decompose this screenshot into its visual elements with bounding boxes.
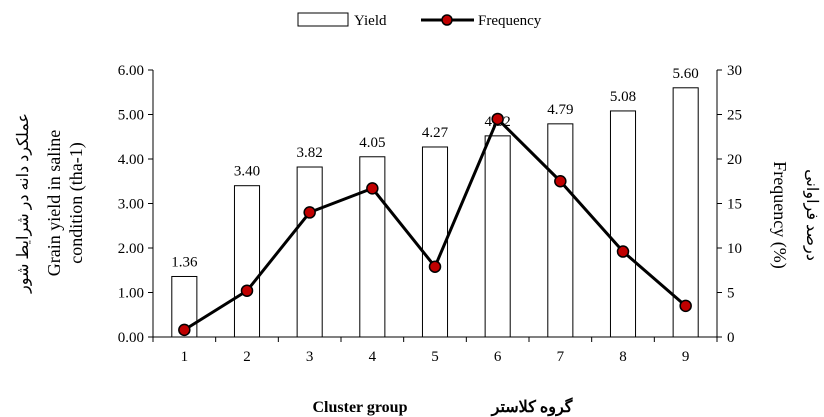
left-tick-label: 4.00: [118, 152, 144, 168]
legend-frequency-marker: [441, 14, 453, 26]
left-tick-label: 2.00: [118, 241, 144, 257]
yield-data-label: 4.27: [422, 125, 449, 141]
x-tick-label: 9: [682, 349, 690, 365]
frequency-point: [428, 260, 442, 273]
legend-yield-swatch: [297, 12, 349, 27]
x-tick-label: 8: [619, 349, 627, 365]
axis-titles: عملکرد دانه در شرایط شور Grain yield in …: [15, 113, 820, 417]
frequency-point: [616, 245, 630, 258]
left-tick-label: 3.00: [118, 197, 144, 213]
frequency-point: [366, 182, 379, 195]
right-tick-label: 5: [727, 286, 735, 302]
right-tick-label: 10: [727, 241, 742, 257]
x-axis-title: Cluster group: [313, 399, 408, 416]
yield-data-label: 4.05: [359, 135, 385, 151]
y-right-title-fa: درصد فراوانی: [803, 169, 820, 261]
left-tick-label: 5.00: [118, 108, 144, 124]
x-tick-label: 3: [306, 349, 314, 365]
right-axis-ticks: 0 5 10 15 20 25 30: [717, 63, 742, 346]
x-tick-label: 5: [431, 349, 439, 365]
yield-bar: [484, 135, 511, 338]
y-left-title-line2: condition (tha-1): [66, 142, 87, 263]
x-tick-label: 1: [181, 349, 189, 365]
frequency-point: [491, 112, 504, 126]
legend: Yield Frequency: [297, 12, 542, 29]
yield-bar: [672, 87, 699, 338]
y-left-title-fa: عملکرد دانه در شرایط شور: [15, 113, 32, 294]
yield-data-label: 3.82: [297, 145, 323, 161]
yield-data-label: 1.36: [171, 254, 198, 270]
left-tick-label: 1.00: [118, 286, 144, 302]
legend-yield-label: Yield: [354, 13, 387, 29]
yield-data-label: 3.40: [234, 164, 260, 180]
right-tick-label: 25: [727, 108, 742, 124]
left-tick-label: 0.00: [118, 330, 144, 346]
frequency-point: [303, 206, 316, 219]
yield-bars: [171, 87, 699, 338]
frequency-point: [554, 175, 567, 188]
right-tick-label: 20: [727, 152, 742, 168]
x-tick-label: 6: [494, 349, 502, 365]
right-tick-label: 0: [727, 330, 735, 346]
legend-frequency-label: Frequency: [478, 13, 542, 29]
yield-bar: [233, 185, 261, 338]
yield-bar: [609, 110, 637, 338]
frequency-point: [679, 299, 692, 313]
x-axis-ticks: 1 2 3 4 5 6 7 8 9: [152, 337, 718, 365]
frequency-point: [178, 323, 191, 337]
left-axis-ticks: 0.00 1.00 2.00 3.00 4.00 5.00 6.00: [118, 63, 153, 346]
yield-bar: [547, 123, 574, 338]
x-tick-label: 4: [369, 349, 377, 365]
frequency-series: [178, 112, 692, 337]
y-left-title-line1: Grain yield in saline: [44, 130, 64, 276]
x-tick-label: 7: [557, 349, 565, 365]
yield-bar: [296, 166, 323, 338]
yield-data-label: 5.60: [673, 66, 699, 82]
y-right-title: Frequency (%): [769, 161, 790, 268]
yield-data-label: 5.08: [610, 89, 636, 105]
x-tick-label: 2: [243, 349, 251, 365]
yield-bar: [421, 146, 449, 338]
yield-data-label: 4.79: [547, 102, 573, 118]
left-tick-label: 6.00: [118, 63, 144, 79]
right-tick-label: 30: [727, 63, 742, 79]
right-tick-label: 15: [727, 197, 742, 213]
frequency-point: [240, 284, 254, 297]
x-axis-title-fa: گروه کلاستر: [491, 397, 573, 417]
